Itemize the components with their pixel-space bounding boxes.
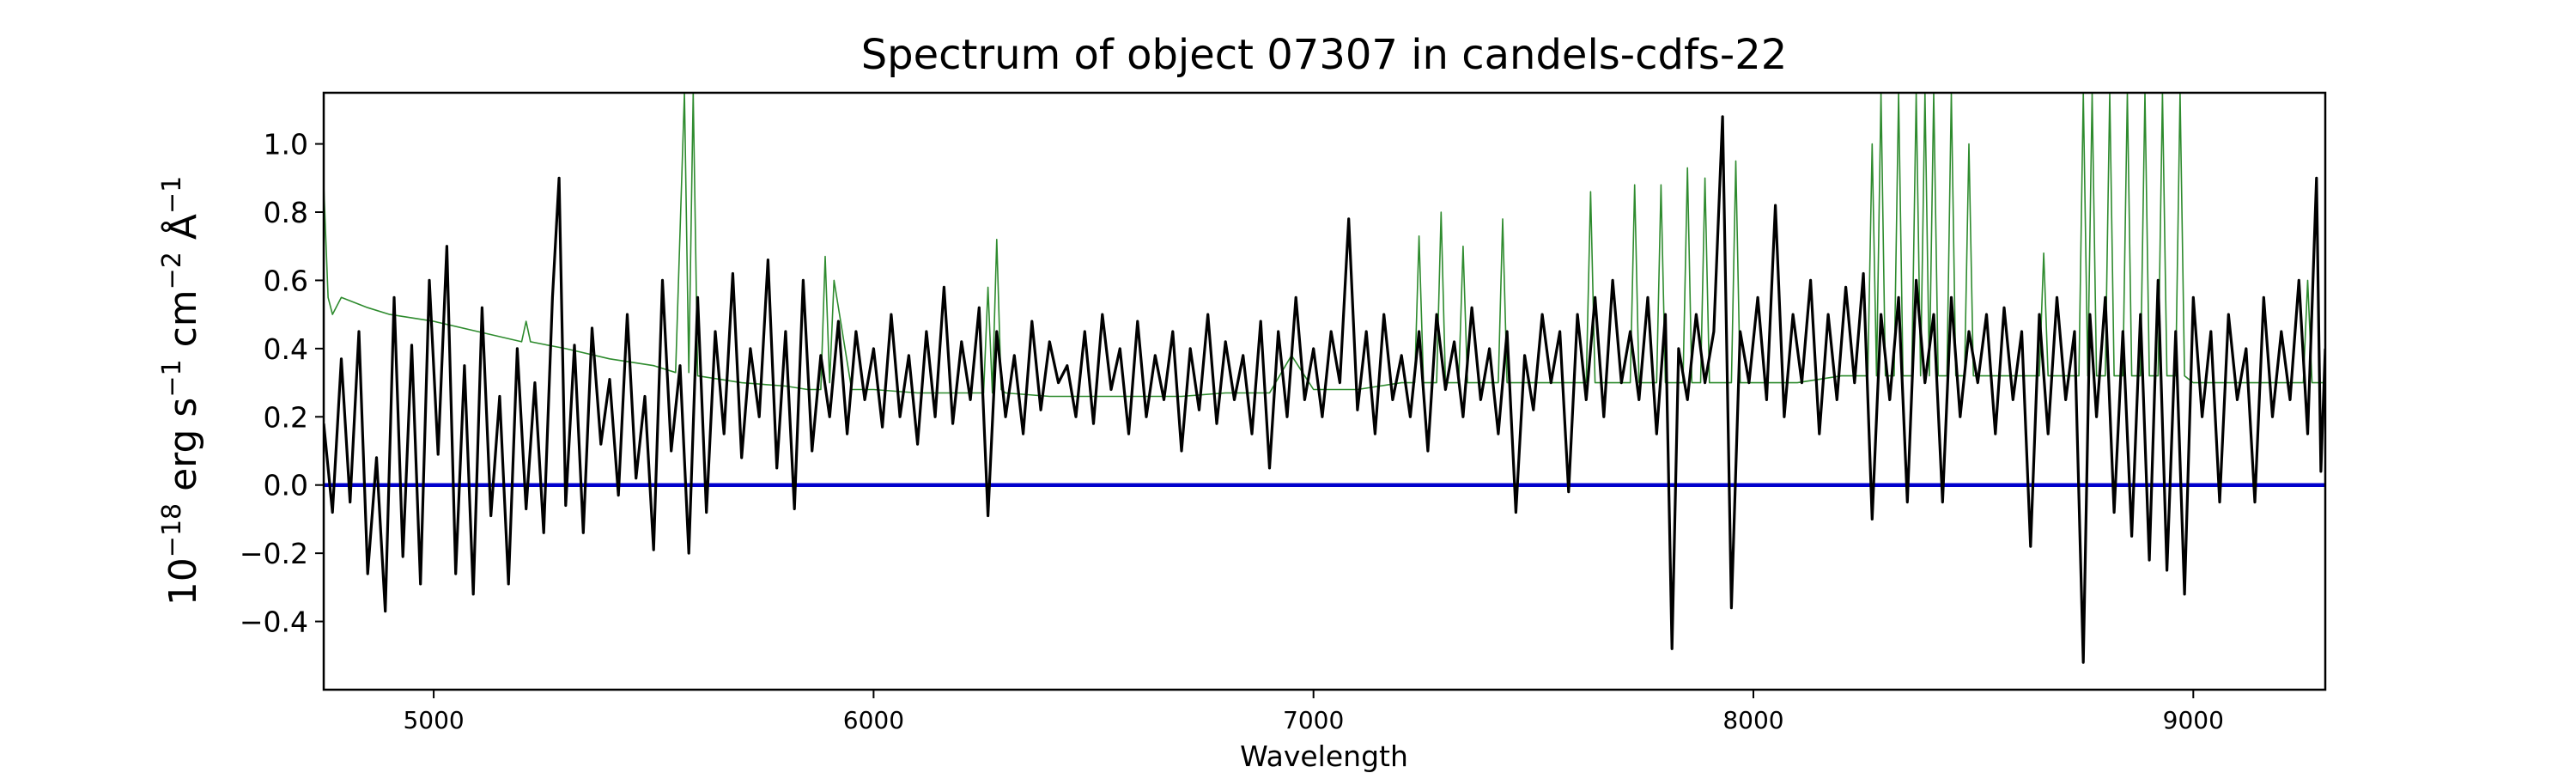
y-axis-label-exp4: −1 bbox=[157, 176, 187, 214]
y-tick-label: −0.2 bbox=[240, 537, 308, 570]
y-axis-label-unit1: erg s bbox=[161, 398, 205, 503]
y-axis-label-unit2: cm bbox=[161, 289, 205, 359]
x-tick-label: 7000 bbox=[1283, 706, 1344, 734]
flux-series-line bbox=[324, 115, 2325, 664]
series-layer bbox=[324, 93, 2325, 664]
plot-frame bbox=[322, 91, 2327, 691]
y-tick-label: 0.2 bbox=[264, 400, 308, 434]
error-series-line bbox=[324, 93, 2325, 398]
y-tick-label: −0.4 bbox=[240, 606, 308, 639]
y-tick-label: 0.4 bbox=[264, 332, 308, 366]
x-tick-label: 8000 bbox=[1722, 706, 1783, 734]
y-axis-ticks: −0.4 −0.2 0.0 0.2 0.4 0.6 0.8 1.0 bbox=[240, 128, 324, 639]
y-axis-label: 10−18 erg s−1 cm−2 Å−1 bbox=[157, 176, 205, 606]
y-tick-label: 1.0 bbox=[264, 128, 308, 161]
y-axis-label-exp1: −18 bbox=[157, 503, 187, 557]
x-tick-label: 5000 bbox=[403, 706, 464, 734]
y-axis-label-unit3: Å bbox=[160, 214, 205, 252]
y-axis-label-exp3: −2 bbox=[157, 252, 187, 289]
y-axis-label-base: 10 bbox=[161, 557, 205, 606]
x-axis-ticks: 5000 6000 7000 8000 9000 bbox=[403, 690, 2224, 734]
y-tick-label: 0.6 bbox=[264, 264, 308, 297]
x-tick-label: 6000 bbox=[843, 706, 904, 734]
chart-title: Spectrum of object 07307 in candels-cdfs… bbox=[861, 31, 1788, 79]
x-axis-label: Wavelength bbox=[1240, 740, 1408, 773]
y-tick-label: 0.8 bbox=[264, 196, 308, 229]
x-tick-label: 9000 bbox=[2163, 706, 2224, 734]
y-tick-label: 0.0 bbox=[264, 469, 308, 502]
y-axis-label-exp2: −1 bbox=[157, 359, 187, 397]
